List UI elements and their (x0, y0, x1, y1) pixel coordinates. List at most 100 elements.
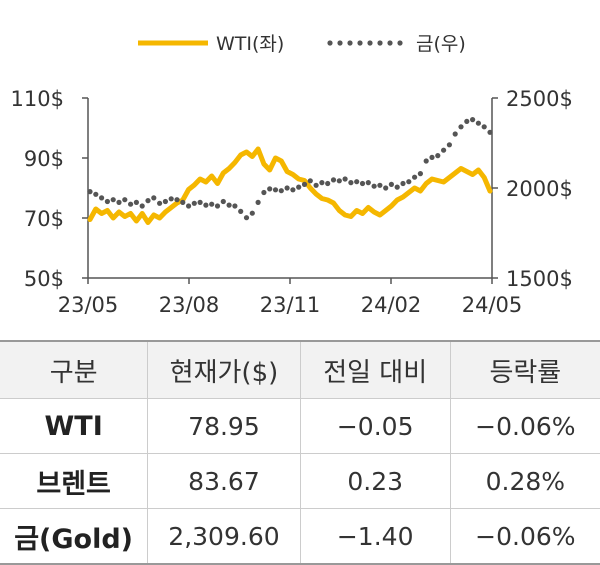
gold-data-point (371, 183, 377, 189)
gold-data-point (243, 215, 250, 221)
gold-data-point (168, 196, 174, 202)
y-tick-label-left: 70$ (24, 207, 64, 231)
gold-data-point (191, 200, 197, 206)
price-table: 구분 현재가($) 전일 대비 등락률 WTI 78.95 −0.05 −0.0… (0, 340, 600, 565)
legend-label-wti: WTI(좌) (216, 33, 284, 55)
y-tick-label-left: 90$ (24, 147, 64, 171)
gold-data-point (325, 180, 331, 187)
x-tick-label: 23/08 (159, 293, 220, 317)
header-daily-change: 전일 대비 (299, 340, 451, 399)
gold-data-point (267, 186, 273, 192)
gold-data-point (481, 124, 487, 130)
gold-data-point (255, 199, 261, 205)
gold-data-point (464, 118, 470, 124)
gold-data-point (423, 158, 429, 164)
x-tick-label: 24/02 (361, 293, 422, 317)
gold-data-point (377, 182, 383, 188)
y-tick-label-left: 50$ (24, 267, 64, 291)
legend-swatch-gold-dot (397, 40, 403, 46)
gold-data-point (128, 201, 134, 207)
header-current-price: 현재가($) (147, 340, 301, 399)
gold-data-point (238, 208, 244, 214)
chart-series (87, 117, 493, 225)
gold-data-point (284, 185, 290, 191)
gold-data-point (290, 187, 296, 193)
gold-data-point (122, 197, 128, 203)
row-change: 0.23 (299, 453, 451, 509)
row-price: 83.67 (147, 453, 301, 509)
gold-data-point (452, 131, 458, 137)
gold-data-point (99, 195, 105, 201)
gold-data-point (354, 179, 360, 185)
header-category: 구분 (0, 340, 148, 399)
x-tick-label: 23/05 (58, 293, 119, 317)
gold-data-point (307, 178, 313, 184)
gold-data-point (174, 197, 180, 203)
gold-data-point (441, 147, 447, 153)
legend-swatch-gold-dot (347, 40, 353, 46)
x-tick-label: 23/11 (260, 293, 321, 317)
gold-data-point (458, 124, 464, 130)
gold-data-point (87, 189, 93, 195)
table-row: 브렌트 83.67 0.23 0.28% (0, 453, 600, 509)
gold-data-point (145, 198, 151, 204)
gold-data-point (417, 171, 423, 177)
gold-data-point (406, 179, 412, 185)
gold-data-point (226, 202, 232, 208)
x-tick-label: 24/05 (462, 293, 523, 317)
row-change: −1.40 (299, 508, 451, 565)
gold-data-point (249, 210, 255, 216)
gold-data-point (261, 189, 267, 196)
row-price: 78.95 (147, 398, 301, 454)
legend-swatch-gold-dot (327, 40, 333, 46)
gold-data-point (446, 142, 452, 148)
gold-data-point (93, 191, 99, 197)
chart-axes: 110$ 90$ 70$ 50$ 2500$ 2000$ 1500$ 23/05 23/08 23… (11, 87, 573, 317)
gold-data-point (133, 199, 139, 205)
gold-data-point (348, 180, 354, 186)
legend-label-gold: 금(우) (416, 33, 466, 55)
gold-data-point (487, 129, 493, 135)
gold-data-point (330, 177, 337, 183)
gold-data-point (209, 201, 215, 207)
gold-data-point (203, 202, 209, 208)
gold-data-point (296, 184, 302, 190)
row-change: −0.05 (299, 398, 451, 454)
legend-swatch-gold-dot (387, 40, 393, 46)
price-chart: WTI(좌) 금(우) 110$90$70$50$2500$2000$1500$2… (11, 33, 573, 317)
gold-data-point (359, 180, 366, 187)
table-row: WTI 78.95 −0.05 −0.06% (0, 398, 600, 454)
header-change-rate: 등락률 (449, 340, 600, 399)
gold-data-point (214, 203, 221, 209)
gold-data-point (272, 187, 279, 193)
gold-data-point (313, 182, 319, 188)
series-line-wti (87, 146, 493, 225)
gold-data-point (197, 199, 203, 205)
row-price: 2,309.60 (147, 508, 301, 565)
chart-legend: WTI(좌) 금(우) (138, 33, 466, 55)
row-rate: 0.28% (449, 453, 600, 509)
gold-data-point (383, 185, 389, 191)
gold-data-point (104, 198, 110, 205)
y-tick-label-left: 110$ (11, 87, 64, 111)
gold-data-point (319, 180, 325, 186)
gold-data-point (157, 200, 163, 206)
y-tick-label-right: 1500$ (506, 267, 573, 291)
gold-data-point (470, 117, 476, 123)
gold-data-point (412, 174, 418, 180)
gold-data-point (429, 154, 435, 160)
gold-data-point (162, 198, 168, 205)
gold-data-point (278, 188, 284, 194)
gold-data-point (139, 203, 145, 209)
gold-data-point (435, 153, 441, 159)
gold-data-point (116, 199, 122, 205)
legend-swatch-gold-dot (367, 40, 373, 46)
gold-data-point (110, 197, 116, 203)
gold-data-point (151, 195, 157, 201)
gold-data-point (186, 203, 192, 209)
y-tick-label-right: 2000$ (506, 177, 573, 201)
gold-data-point (232, 203, 238, 209)
gold-data-point (180, 199, 186, 205)
row-rate: −0.06% (449, 508, 600, 565)
row-name: WTI (0, 398, 148, 454)
